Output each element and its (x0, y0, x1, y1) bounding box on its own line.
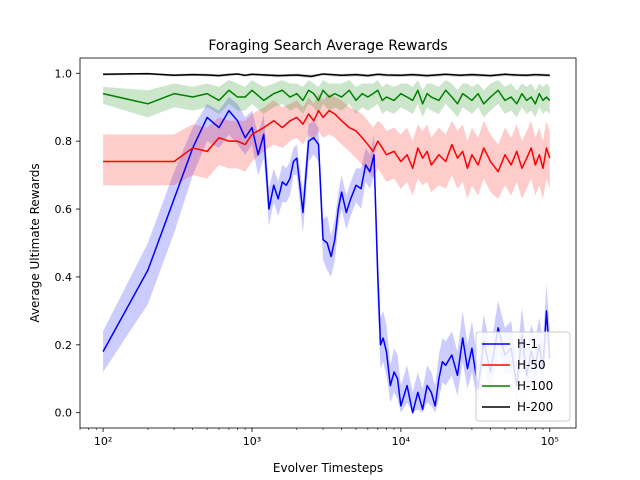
y-tick-label: 0.6 (55, 203, 73, 216)
y-axis-label: Average Ultimate Rewards (28, 163, 42, 322)
legend-label: H-1 (517, 337, 538, 351)
band-h-1 (103, 97, 550, 413)
legend-box (475, 331, 571, 422)
axes-frame (79, 57, 577, 429)
band-h-50 (103, 93, 550, 199)
x-axis-ticks: 10² 10³ 10⁴ 10⁵ (79, 428, 559, 448)
series-line-h-200 (103, 72, 550, 78)
legend-label: H-200 (517, 400, 553, 414)
legend-label: H-100 (517, 379, 553, 393)
band-h-100 (103, 80, 550, 118)
x-tick-label: 10⁵ (541, 435, 559, 448)
series-line-h-50 (103, 109, 551, 173)
x-tick-label: 10⁴ (392, 435, 411, 448)
x-axis-label: Evolver Timesteps (273, 461, 383, 475)
series-line-h-100 (102, 89, 551, 105)
legend: H-1 H-50 H-100 H-200 (475, 331, 571, 422)
y-tick-label: 0.8 (55, 135, 73, 148)
chart-title: Foraging Search Average Rewards (208, 38, 447, 54)
y-tick-label: 0.2 (55, 339, 73, 352)
legend-label: H-50 (517, 358, 546, 372)
x-tick-label: 10² (94, 435, 112, 448)
y-tick-label: 1.0 (55, 67, 73, 80)
y-tick-label: 0.0 (55, 407, 73, 420)
y-axis-ticks: 0.0 0.2 0.4 0.6 0.8 1.0 (55, 67, 80, 420)
x-tick-label: 10³ (243, 435, 261, 448)
y-tick-label: 0.4 (55, 271, 73, 284)
series-lines (102, 72, 551, 414)
